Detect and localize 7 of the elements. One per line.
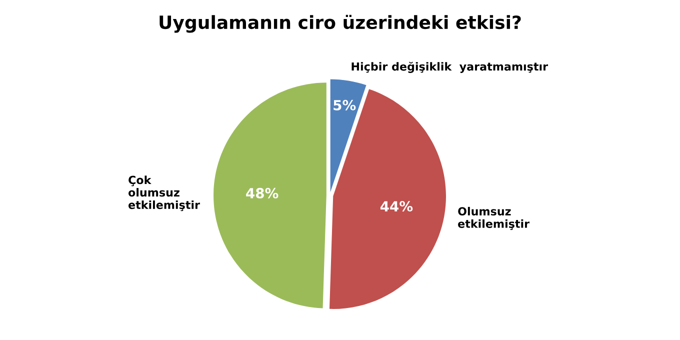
slice-label: Çok olumsuz etkilemiştir [128,176,200,212]
slice-label: Olumsuz etkilemiştir [458,206,530,230]
data-label: 48% [246,188,278,198]
slice-label: Hiçbir değişiklik yaratmamıştır [352,62,548,73]
chart-title: Uygulamanın ciro üzerindeki etkisi? [160,14,521,33]
data-label: 5% [334,100,356,110]
data-label: 44% [380,201,413,212]
